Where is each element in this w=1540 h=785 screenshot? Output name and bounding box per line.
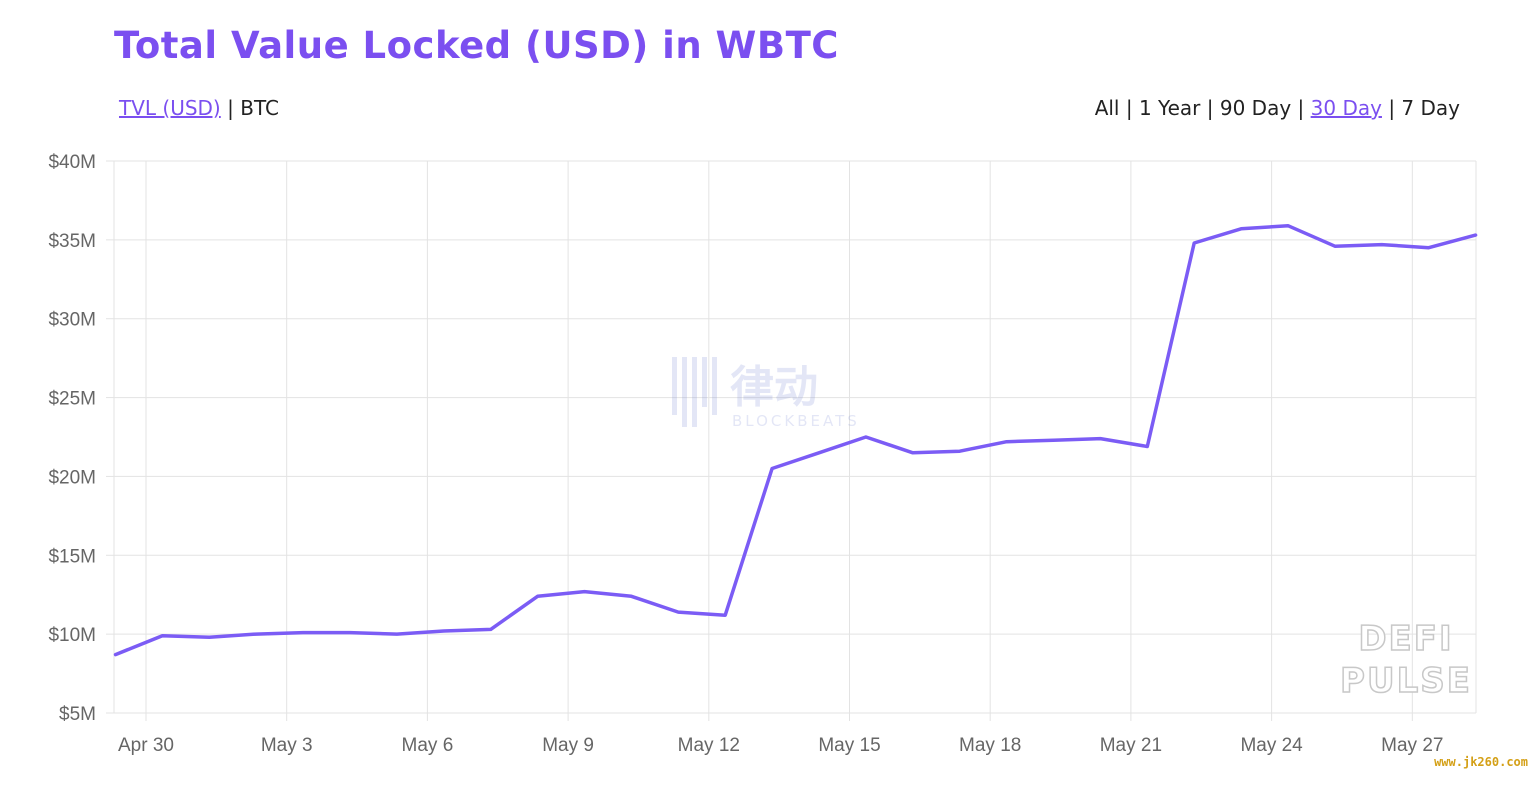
watermark-defi: DEFI bbox=[1358, 619, 1453, 659]
range-toggle: All | 1 Year | 90 Day | 30 Day | 7 Day bbox=[1095, 96, 1460, 120]
range-all-option[interactable]: All bbox=[1094, 96, 1120, 120]
tvl-usd-option[interactable]: TVL (USD) bbox=[119, 96, 221, 120]
watermark-bar bbox=[672, 357, 677, 415]
separator: | bbox=[1297, 96, 1305, 120]
x-tick-label: May 9 bbox=[542, 735, 594, 756]
tvl-series-line bbox=[113, 223, 1478, 657]
separator: | bbox=[1125, 96, 1133, 120]
x-tick-label: May 6 bbox=[402, 735, 454, 756]
y-tick-label: $25M bbox=[48, 389, 96, 410]
chart-series bbox=[113, 223, 1478, 657]
watermark-en: BLOCKBEATS bbox=[732, 412, 860, 430]
y-tick-label: $5M bbox=[59, 704, 96, 725]
y-tick-label: $30M bbox=[48, 310, 96, 331]
separator: | bbox=[227, 96, 234, 120]
range-7day-option[interactable]: 7 Day bbox=[1401, 96, 1460, 120]
x-tick-label: May 21 bbox=[1100, 735, 1162, 756]
blockbeats-watermark: 律动 BLOCKBEATS bbox=[672, 357, 860, 430]
y-tick-label: $20M bbox=[48, 467, 96, 488]
y-tick-label: $35M bbox=[48, 231, 96, 252]
watermark-cn: 律动 bbox=[730, 362, 818, 413]
btc-option[interactable]: BTC bbox=[240, 96, 279, 120]
watermark-bar bbox=[682, 357, 687, 427]
watermark-bar bbox=[702, 357, 707, 407]
range-30day-option[interactable]: 30 Day bbox=[1310, 96, 1382, 120]
unit-toggle: TVL (USD) | BTC bbox=[119, 96, 279, 120]
site-watermark: www.jk260.com bbox=[1434, 755, 1528, 769]
x-tick-label: May 24 bbox=[1240, 735, 1303, 756]
y-tick-label: $40M bbox=[48, 152, 96, 173]
watermark-bar bbox=[692, 357, 697, 427]
x-tick-label: May 15 bbox=[818, 735, 880, 756]
chart-grid bbox=[114, 160, 1476, 721]
chart-axes: $5M $10M $15M $20M $25M $30M $35M $40M Apr 30 May… bbox=[48, 152, 1477, 756]
x-tick-label: Apr 30 bbox=[118, 735, 174, 756]
x-tick-label: May 18 bbox=[959, 735, 1021, 756]
watermark-bar bbox=[712, 357, 717, 415]
defipulse-watermark: DEFI PULSE bbox=[1339, 618, 1472, 702]
separator: | bbox=[1206, 96, 1214, 120]
range-1year-option[interactable]: 1 Year bbox=[1138, 96, 1201, 120]
x-tick-label: May 3 bbox=[261, 735, 313, 756]
x-tick-label: May 12 bbox=[678, 735, 740, 756]
x-tick-label: May 27 bbox=[1381, 735, 1443, 756]
chart-title: Total Value Locked (USD) in WBTC bbox=[114, 24, 839, 67]
range-90day-option[interactable]: 90 Day bbox=[1219, 96, 1292, 120]
watermark-pulse: PULSE bbox=[1340, 661, 1472, 701]
y-tick-label: $10M bbox=[48, 625, 96, 646]
y-tick-label: $15M bbox=[48, 546, 96, 567]
separator: | bbox=[1388, 96, 1396, 120]
